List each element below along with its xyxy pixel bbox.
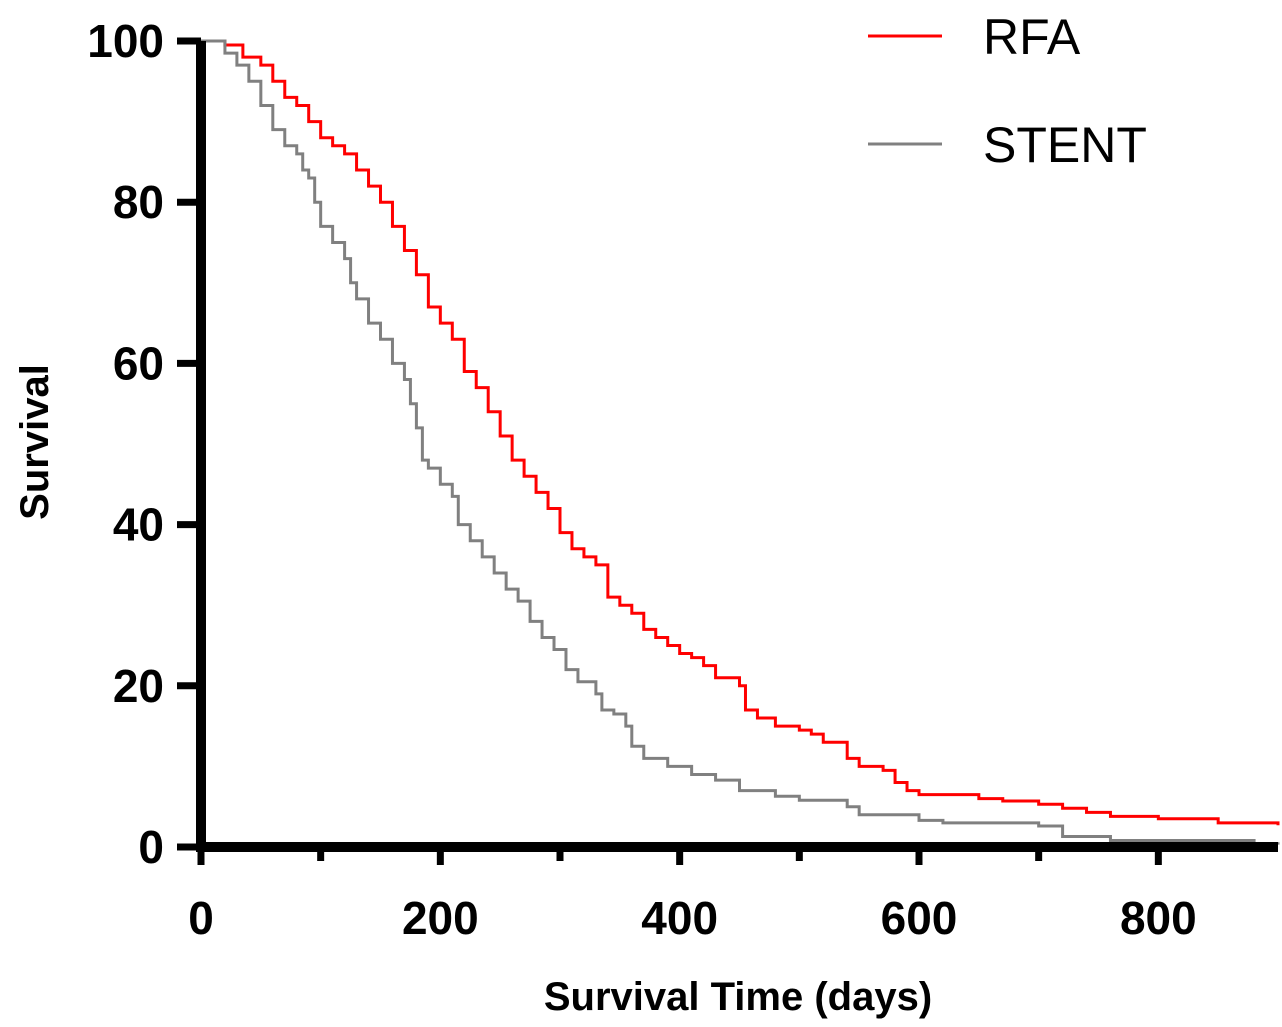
- y-tick-label: 100: [87, 15, 164, 67]
- y-tick-label: 0: [138, 821, 164, 873]
- legend-label-rfa: RFA: [983, 9, 1081, 65]
- y-axis-ticks: 0 20 40 60 80 100: [87, 15, 201, 873]
- series-stent-line: [201, 39, 1280, 846]
- x-axis-title: Survival Time (days): [544, 975, 932, 1019]
- x-tick-label: 0: [188, 892, 214, 944]
- x-tick-label: 200: [402, 892, 479, 944]
- x-tick-label: 600: [881, 892, 958, 944]
- x-axis-ticks: 0 200 400 600 800: [188, 847, 1197, 944]
- x-tick-label: 400: [641, 892, 718, 944]
- legend: RFA STENT: [868, 9, 1147, 173]
- x-tick-label: 800: [1120, 892, 1197, 944]
- y-axis-title: Survival: [13, 364, 57, 520]
- legend-label-stent: STENT: [983, 117, 1147, 173]
- y-tick-label: 20: [113, 660, 164, 712]
- y-tick-label: 80: [113, 176, 164, 228]
- series-rfa-line: [201, 39, 1280, 826]
- plot-lines: [201, 39, 1280, 846]
- y-tick-label: 40: [113, 499, 164, 551]
- y-tick-label: 60: [113, 337, 164, 389]
